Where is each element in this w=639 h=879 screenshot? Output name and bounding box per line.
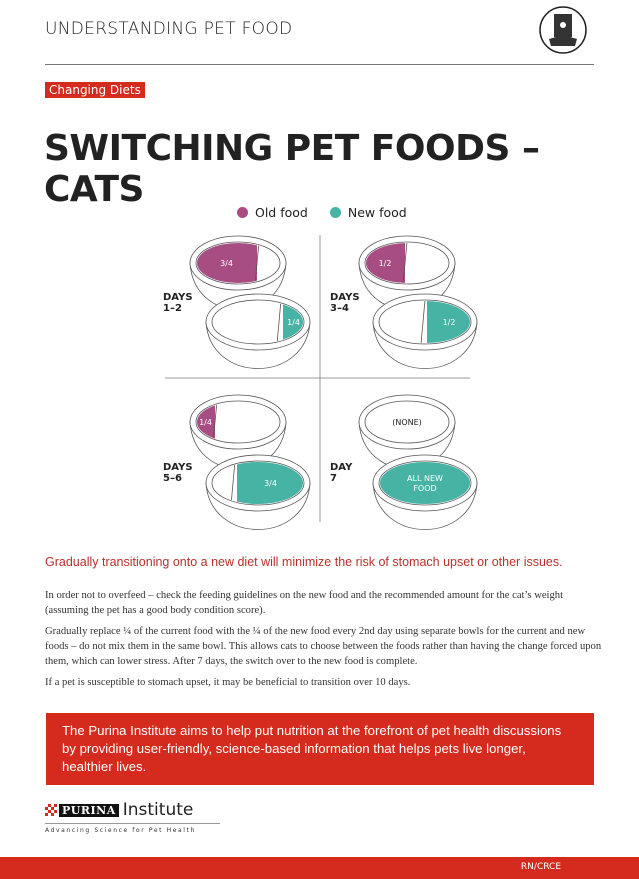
days-label: 1–2 — [163, 303, 182, 314]
header-title: UNDERSTANDING PET FOOD — [45, 19, 293, 39]
page-title: SWITCHING PET FOODS – CATS — [44, 128, 540, 210]
header-divider — [45, 64, 594, 65]
bowl-inner — [364, 400, 450, 444]
new-food-bowl: 1/2 — [372, 293, 478, 369]
bowl-divider — [420, 301, 426, 343]
bowl-divider — [402, 243, 408, 283]
checkerboard-icon — [45, 804, 57, 816]
mission-banner: The Purina Institute aims to help put nu… — [46, 713, 594, 785]
lead-text: Gradually transitioning onto a new diet … — [45, 555, 563, 569]
days-label: DAYS — [330, 292, 360, 303]
new-food-bowl: 1/4 — [205, 293, 311, 369]
portion-label: 3/4 — [264, 479, 277, 488]
logo-name: Institute — [122, 800, 194, 820]
body-text: Gradually transitioning onto a new diet … — [45, 554, 605, 696]
pet-food-bag-icon — [539, 6, 587, 54]
portion-label: ALL NEW — [407, 474, 443, 483]
legend-label-new: New food — [347, 205, 407, 220]
logo-brand: PURINA — [59, 803, 119, 817]
section-tag: Changing Diets — [45, 82, 145, 98]
bowl-inner — [195, 400, 281, 444]
food-portion — [380, 462, 470, 504]
days-label: 3–4 — [330, 303, 349, 314]
days-label: 5–6 — [163, 473, 182, 484]
bowl-divider — [230, 462, 236, 504]
purina-institute-logo: PURINA Institute Advancing Science for P… — [45, 800, 220, 834]
portion-label: 1/4 — [287, 318, 300, 327]
days-label: 7 — [330, 473, 337, 484]
days-label: DAY — [330, 462, 353, 473]
legend-dot-old — [237, 207, 248, 218]
portion-label: 1/4 — [199, 418, 212, 427]
bowl-inner — [211, 299, 305, 345]
days-label: DAYS — [163, 462, 193, 473]
portion-label: (NONE) — [392, 418, 422, 427]
portion-label: 1/2 — [379, 259, 392, 268]
legend: Old food New food — [237, 205, 407, 220]
bowl-diagram: 3/41/4DAYS1–21/21/2DAYS3–41/43/4DAYS5–6(… — [163, 235, 478, 530]
portion-label: FOOD — [413, 484, 436, 493]
bowl-divider — [254, 243, 260, 283]
portion-label: 3/4 — [220, 259, 233, 268]
bowl-divider — [276, 301, 282, 343]
legend-label-old: Old food — [255, 205, 308, 220]
paragraph-1: In order not to overfeed – check the fee… — [45, 590, 564, 616]
bowl-divider — [212, 402, 218, 442]
paragraph-2: Gradually replace ¼ of the current food … — [45, 626, 602, 667]
paragraph-3: If a pet is susceptible to stomach upset… — [45, 677, 411, 688]
footer-bar: RN/CRCE — [0, 857, 639, 879]
legend-dot-new — [329, 207, 341, 218]
days-label: DAYS — [163, 292, 193, 303]
portion-label: 1/2 — [443, 318, 456, 327]
footer-code: RN/CRCE — [520, 862, 561, 872]
new-food-bowl: 3/4 — [205, 454, 311, 530]
logo-tagline: Advancing Science for Pet Health — [45, 827, 196, 834]
